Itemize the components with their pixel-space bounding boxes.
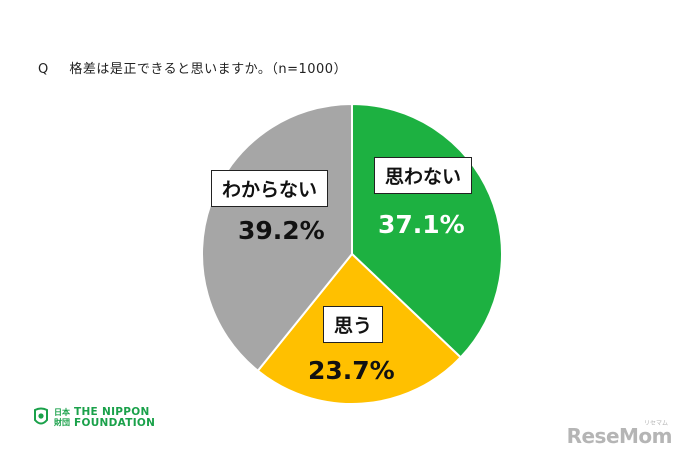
slice-value-omowanai: 37.1% <box>378 210 465 239</box>
logo-en-line2: FOUNDATION <box>74 417 156 429</box>
question-heading: Q 格差は是正できると思いますか。（n=1000） <box>38 58 347 77</box>
resemom-watermark: ReseMom <box>566 424 673 448</box>
question-mark: Q <box>38 62 49 77</box>
slice-value-wakaranai: 39.2% <box>238 216 325 245</box>
slice-label-omou: 思う <box>323 306 384 343</box>
logo-jp-text: 日本 財団 <box>54 408 70 428</box>
slice-value-omou: 23.7% <box>308 356 395 385</box>
watermark-sub: リセマム <box>643 420 668 427</box>
slice-label-wakaranai: わからない <box>211 170 329 207</box>
logo-en-line1: THE NIPPON <box>74 406 150 418</box>
slice-label-omowanai: 思わない <box>374 157 473 194</box>
logo-jp-line2: 財団 <box>54 418 70 427</box>
question-text: 格差は是正できると思いますか。（n=1000） <box>69 62 348 77</box>
nippon-foundation-emblem-icon <box>34 407 48 425</box>
logo-en-text: THE NIPPON FOUNDATION <box>74 407 155 429</box>
logo-jp-line1: 日本 <box>54 408 70 417</box>
nippon-foundation-logo: 日本 財団 THE NIPPON FOUNDATION <box>32 407 155 429</box>
